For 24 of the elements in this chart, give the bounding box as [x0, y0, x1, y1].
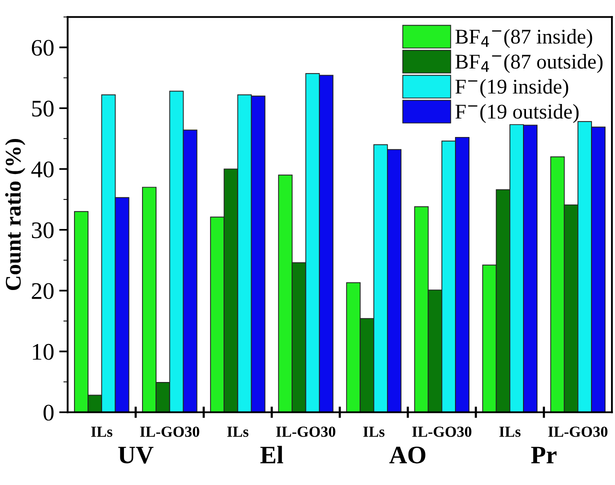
y-axis-title: Count ratio (%)	[5, 139, 26, 290]
legend-label: F$^{−}$(19 outside)	[455, 104, 579, 123]
x-tick-label: IL-GO30	[412, 426, 472, 437]
text: Pr	[531, 446, 557, 464]
x-tick-label: IL-GO30	[548, 426, 608, 437]
x-tick-label: ILs	[227, 426, 248, 437]
x-tick-label: ILs	[499, 426, 521, 437]
x-tick-label: ILs	[91, 426, 112, 437]
text: AO	[389, 446, 426, 464]
legend-label: BF$_{4}$$^{−}$(87 inside)	[455, 29, 592, 48]
y-tick-label: 20	[32, 283, 54, 300]
x-tick-label: IL-GO30	[276, 426, 336, 437]
y-tick-label: 10	[32, 344, 54, 360]
y-tick-label: 40	[31, 161, 54, 178]
legend-label: BF$_{4}$$^{−}$(87 outside)	[455, 54, 603, 73]
text: El	[260, 446, 284, 464]
y-tick-label: 50	[32, 100, 54, 117]
text: UV	[118, 446, 154, 464]
x-tick-label: ILs	[363, 426, 384, 437]
legend-label: F$^{−}$(19 inside)	[455, 79, 568, 98]
y-tick-label: 30	[32, 222, 54, 238]
x-tick-label: IL-GO30	[140, 426, 200, 437]
y-tick-label: 60	[32, 40, 54, 56]
y-tick-label: 0	[44, 404, 54, 421]
